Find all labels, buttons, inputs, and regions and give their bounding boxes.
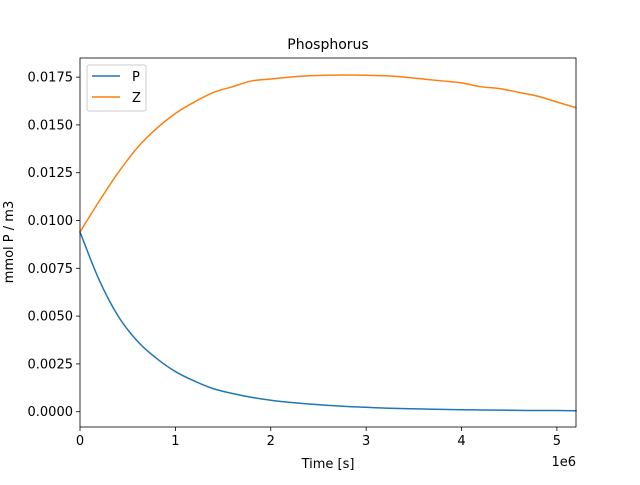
x-axis-offset-label: 1e6	[551, 455, 576, 470]
x-tick-label: 2	[267, 434, 275, 449]
y-tick-label: 0.0025	[28, 357, 74, 372]
series-line-z	[78, 74, 577, 234]
y-axis-label: mmol P / m3	[2, 201, 17, 283]
x-tick-label: 0	[76, 434, 84, 449]
y-tick-label: 0.0175	[28, 71, 74, 86]
y-tick-label: 0.0150	[28, 118, 74, 133]
y-tick-label: 0.0050	[28, 310, 74, 325]
y-axis-ticks: 0.0000 0.0025 0.0050 0.0075 0.0100 0.0125 0.01…	[28, 71, 80, 420]
y-tick-label: 0.0100	[28, 214, 74, 229]
series-layer	[78, 74, 577, 412]
plot-area	[80, 58, 576, 427]
x-axis-ticks: 0 1 2 3 4 5	[76, 427, 561, 449]
legend: P Z	[86, 64, 147, 112]
legend-label-p: P	[132, 70, 140, 85]
y-tick-label: 0.0125	[28, 166, 74, 181]
series-line-p	[79, 231, 577, 412]
x-tick-label: 5	[553, 434, 561, 449]
chart-title: Phosphorus	[287, 37, 368, 53]
x-tick-label: 1	[171, 434, 179, 449]
x-tick-label: 4	[457, 434, 465, 449]
legend-label-z: Z	[132, 91, 141, 106]
x-axis-label: Time [s]	[301, 457, 355, 472]
x-tick-label: 3	[362, 434, 370, 449]
axes-frame	[79, 57, 577, 428]
y-tick-label: 0.0000	[28, 405, 74, 420]
y-tick-label: 0.0075	[28, 262, 74, 277]
